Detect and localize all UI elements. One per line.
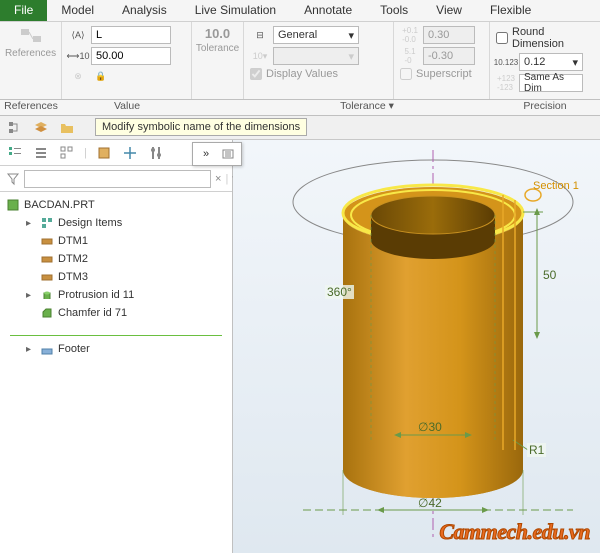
menu-tab-file[interactable]: File: [0, 0, 47, 21]
box-icon[interactable]: [95, 144, 113, 162]
show-icon[interactable]: [219, 145, 237, 163]
tree-expand-icon[interactable]: [58, 144, 76, 162]
references-button[interactable]: References: [5, 26, 56, 59]
datum-icon: [40, 270, 54, 284]
superscript-check: Superscript: [400, 68, 475, 80]
tree-item-dtm3[interactable]: DTM3: [0, 268, 232, 286]
round-dimension-check[interactable]: Round Dimension: [496, 26, 594, 50]
layers-icon[interactable]: [32, 119, 50, 137]
lock-icon: 🔒: [91, 68, 111, 84]
model-tree: BACDAN.PRT ▸ Design Items DTM1 DTM2 DTM3: [0, 192, 232, 553]
tree-filter-input[interactable]: [24, 170, 211, 188]
clear-filter-icon[interactable]: ×: [215, 173, 221, 185]
menu-tab-live-simulation[interactable]: Live Simulation: [181, 0, 290, 21]
menu-tab-analysis[interactable]: Analysis: [108, 0, 181, 21]
precision-select[interactable]: 0.12▾: [519, 53, 583, 71]
menu-tab-model[interactable]: Model: [47, 0, 108, 21]
lower-tolerance-field: [423, 47, 475, 65]
model-tree-panel: | » × | ▾ + BACDAN.PRT ▸ De: [0, 140, 233, 553]
expand-icon[interactable]: ▸: [26, 218, 36, 229]
lower-tol-icon: 5.1-0: [400, 48, 420, 64]
tolerance-type-select[interactable]: General▾: [273, 26, 359, 44]
name-icon: ⟨A⟩: [68, 27, 88, 43]
tree-collapse-icon[interactable]: [32, 144, 50, 162]
folder-icon[interactable]: [58, 119, 76, 137]
tree-icon[interactable]: [6, 119, 24, 137]
tree-overflow-popout: »: [192, 142, 242, 166]
datum-icon: [40, 252, 54, 266]
tooltip: Modify symbolic name of the dimensions: [95, 118, 307, 136]
nominal-icon: ⟷10: [68, 48, 88, 64]
tree-item-dtm2[interactable]: DTM2: [0, 250, 232, 268]
upper-tol-icon: +0.1-0.0: [400, 27, 420, 43]
dim-height[interactable]: 50: [543, 268, 556, 282]
tree-item-footer[interactable]: ▸ Footer: [0, 340, 232, 358]
precision2-icon: +123-123: [496, 75, 516, 91]
tol-type-icon: ⊟: [250, 27, 270, 43]
tree-toolbar: | »: [0, 140, 232, 166]
menu-tab-flexible[interactable]: Flexible: [476, 0, 545, 21]
dim-r1[interactable]: R1: [527, 443, 546, 457]
expand-icon[interactable]: ▸: [26, 290, 36, 301]
menu-tab-tools[interactable]: Tools: [366, 0, 422, 21]
footer-icon: [40, 342, 54, 356]
datum-icon: [40, 234, 54, 248]
filter-icon[interactable]: [6, 170, 20, 188]
menu-tab-view[interactable]: View: [422, 0, 476, 21]
tree-root[interactable]: BACDAN.PRT: [0, 196, 232, 214]
design-items-icon: [40, 216, 54, 230]
tree-item-dtm1[interactable]: DTM1: [0, 232, 232, 250]
precision-icon: 10.123: [496, 54, 516, 70]
viewport-3d[interactable]: 360° 50 ∅30 ∅42 R1 Section 1 Cammech.edu…: [233, 140, 600, 553]
upper-tolerance-field: [423, 26, 475, 44]
watermark: Cammech.edu.vn: [439, 519, 590, 545]
tol-table-icon: 10▾: [250, 48, 270, 64]
protrusion-icon: [40, 288, 54, 302]
menu-tab-annotate[interactable]: Annotate: [290, 0, 366, 21]
dim-d42[interactable]: ∅42: [418, 496, 442, 510]
main-area: | » × | ▾ + BACDAN.PRT ▸ De: [0, 140, 600, 553]
chamfer-icon: [40, 306, 54, 320]
display-values-check[interactable]: Display Values: [250, 68, 359, 80]
tree-item-design[interactable]: ▸ Design Items: [0, 214, 232, 232]
axis-icon[interactable]: [121, 144, 139, 162]
tolerance-button[interactable]: 10.0 Tolerance: [196, 26, 239, 54]
section-label[interactable]: Section 1: [533, 180, 579, 192]
part-icon: [6, 198, 20, 212]
tree-insert-line[interactable]: [10, 326, 222, 336]
menu-bar: File Model Analysis Live Simulation Anno…: [0, 0, 600, 22]
same-as-select[interactable]: Same As Dim: [519, 74, 583, 92]
nominal-value-field[interactable]: [91, 47, 171, 65]
ribbon-labels: References Value Tolerance ▾ Precision: [0, 100, 600, 116]
tolerance-table-select: ▾: [273, 47, 359, 65]
tree-item-chamfer[interactable]: Chamfer id 71: [0, 304, 232, 322]
ribbon: References ⟨A⟩ ⟷10 ⊗ 🔒: [0, 22, 600, 100]
dim-angle[interactable]: 360°: [325, 285, 354, 299]
settings-icon[interactable]: [147, 144, 165, 162]
secondary-toolbar: Modify symbolic name of the dimensions: [0, 116, 600, 140]
tree-view-icon[interactable]: [6, 144, 24, 162]
expand-icon[interactable]: ▸: [26, 344, 36, 355]
overflow-icon[interactable]: »: [197, 145, 215, 163]
dim-d30[interactable]: ∅30: [418, 420, 442, 434]
viewport-canvas: [233, 140, 600, 553]
tree-item-protrusion[interactable]: ▸ Protrusion id 11: [0, 286, 232, 304]
tree-filter-row: × | ▾ +: [0, 166, 232, 192]
dimension-name-field[interactable]: [91, 26, 171, 44]
override-icon: ⊗: [68, 68, 88, 84]
